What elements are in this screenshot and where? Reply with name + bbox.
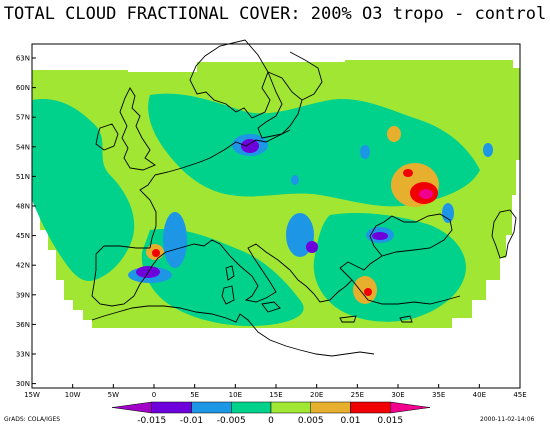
colorbar-label: -0.01 [180,416,203,425]
credit-label: GrADS: COLA/IGES [4,416,60,423]
colorbar-label: -0.015 [137,416,166,425]
violet-patch-blacksea [372,232,388,240]
coastline-france-atlantic [139,174,157,249]
colorbar-label: -0.005 [217,416,246,425]
cloud-field [32,60,520,328]
blue-patch-russia [483,143,493,157]
coastline-corsica [225,265,235,281]
colorbar-swatch [191,401,232,414]
colorbar-label: 0.01 [340,416,360,425]
coastline-iberia [91,245,167,307]
coastline-sicily [261,301,281,313]
coastline-aegean [339,255,383,271]
lon-tick-label: 25E [351,391,364,399]
lon-tick-label: 5E [190,391,199,399]
plot-title: TOTAL CLOUD FRACTIONAL COVER: 200% O3 tr… [3,4,547,24]
lon-tick-label: 20E [310,391,323,399]
coastline-blacksea [369,213,453,257]
coastline-caspian [491,209,517,259]
colorbar-swatch [270,401,311,414]
lon-tick-label: 15E [269,391,282,399]
colorbar-label: 0.015 [377,416,403,425]
timestamp-label: 2000-11-02-14:06 [480,416,535,423]
colorbar-swatch [231,401,272,414]
coastline-sardinia [221,285,235,305]
longitude-ticks: 15W 10W 5W 0 5E 10E 15E 20E 25E 30E 35E 40E 45E [24,384,527,399]
lon-tick-label: 30E [391,391,404,399]
lon-tick-label: 0 [152,391,156,399]
coastline-anatolia [351,279,461,305]
lat-tick-label: 57N [16,114,30,122]
coastline-britain [119,87,156,171]
lat-tick-label: 45N [16,232,30,240]
lon-tick-label: 10E [229,391,242,399]
violet-patch-balkans [306,241,318,253]
zero-band-east [313,213,466,322]
coastline-ireland [95,123,119,151]
lat-tick-label: 33N [16,351,30,359]
lat-tick-label: 48N [16,203,30,211]
colorbar-swatch [310,401,351,414]
colorbar-swatch [111,401,152,414]
colorbar-label: 0 [268,416,274,425]
coastline-finland [289,51,323,101]
colorbar-swatch [390,401,431,414]
coastlines [91,39,517,357]
lat-tick-label: 51N [16,173,30,181]
lon-tick-label: 35E [432,391,445,399]
lon-tick-label: 40E [473,391,486,399]
lon-tick-label: 10W [65,391,81,399]
coastline-europe [154,129,291,176]
colorbar-labels: -0.015 -0.01 -0.005 0 0.005 0.01 0.015 [137,416,403,425]
lon-tick-label: 5W [108,391,119,399]
colorbar-label: 0.005 [298,416,324,425]
lat-tick-label: 54N [16,143,30,151]
red-patch-france [152,249,160,257]
coastline-africa [91,305,375,357]
lat-tick-label: 63N [16,55,30,63]
lat-tick-label: 60N [16,84,30,92]
lat-tick-label: 30N [16,380,30,388]
lon-tick-label: 45E [513,391,526,399]
blue-patch-iberia [163,212,187,268]
coastline-crete [339,315,357,323]
coastline-baltic [257,71,303,139]
lat-tick-label: 39N [16,291,30,299]
colorbar-swatch [350,401,391,414]
lat-tick-label: 36N [16,321,30,329]
zero-band-west [32,99,135,281]
purple-patch-ukraine-core [419,189,433,199]
coastline-med-north [165,239,353,303]
blue-patch-baltic [360,145,370,159]
lat-tick-label: 42N [16,262,30,270]
violet-patch-germany [241,139,259,153]
colorbar [111,401,431,414]
red-patch-kiev [403,169,413,177]
lon-tick-label: 15W [24,391,40,399]
orange-patch-russia [387,126,401,142]
red-patch-turkey [364,288,372,296]
coastline-cyprus [399,315,413,323]
latitude-ticks: 63N 60N 57N 54N 51N 48N 45N 42N 39N 36N 33N 30N [16,55,36,388]
blue-patch-ukraine [442,203,454,223]
coastline-scandinavia [189,39,271,119]
colorbar-swatch [151,401,192,414]
blue-patch-central [291,175,299,185]
